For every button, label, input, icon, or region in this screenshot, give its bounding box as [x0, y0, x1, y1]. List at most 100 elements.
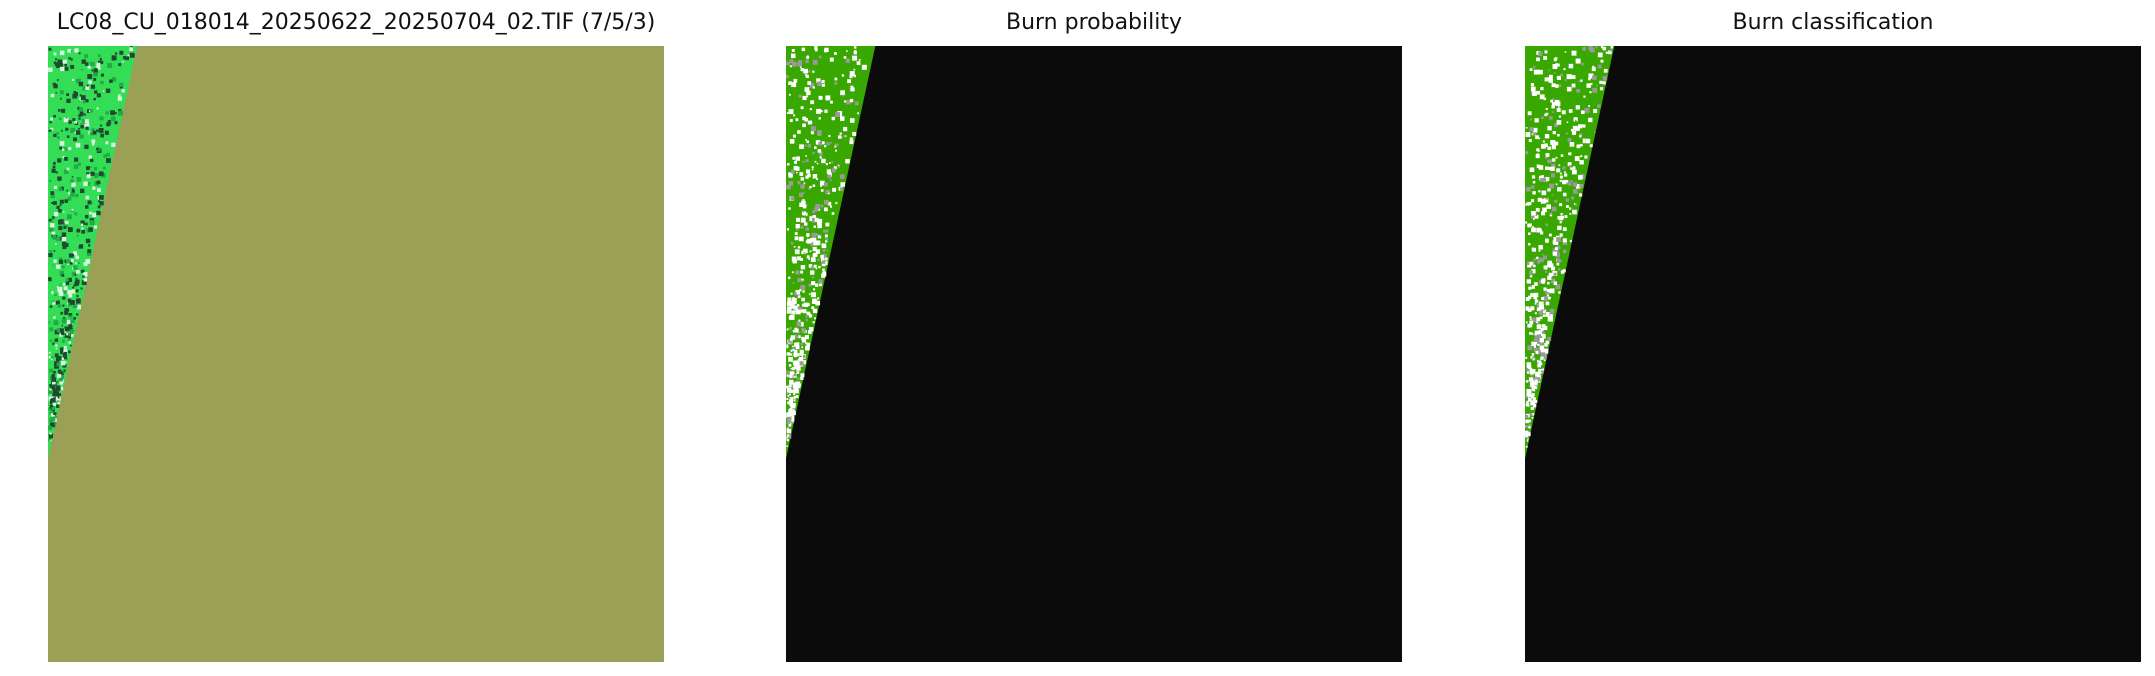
speckle — [68, 341, 72, 344]
speckle — [1543, 265, 1548, 270]
speckle — [53, 259, 57, 263]
speckle — [52, 384, 54, 386]
speckle — [828, 134, 831, 138]
speckle — [801, 328, 806, 333]
speckle — [53, 320, 59, 326]
speckle — [88, 110, 92, 113]
speckle — [63, 286, 68, 291]
speckle — [1574, 119, 1577, 122]
speckle — [1540, 352, 1546, 357]
speckle — [846, 50, 848, 52]
speckle — [814, 217, 819, 222]
speckle — [791, 310, 796, 315]
speckle — [1546, 294, 1549, 297]
speckle — [79, 94, 82, 96]
speckle — [51, 234, 53, 237]
speckle — [1528, 377, 1534, 382]
speckle — [48, 218, 52, 222]
speckle — [49, 438, 51, 441]
speckle — [788, 396, 790, 399]
speckle — [837, 164, 840, 167]
speckle — [1530, 185, 1535, 189]
speckle — [64, 243, 69, 248]
speckle — [1574, 156, 1580, 161]
speckle — [1556, 168, 1561, 173]
speckle — [801, 303, 805, 307]
speckle — [96, 180, 101, 185]
speckle — [792, 259, 795, 262]
speckle — [1530, 355, 1534, 359]
speckle — [66, 93, 70, 97]
speckle — [79, 134, 84, 139]
speckle — [821, 262, 826, 267]
speckle — [86, 109, 91, 114]
speckle — [1525, 419, 1529, 424]
speckle — [799, 66, 802, 69]
speckle — [90, 109, 94, 113]
speckle — [800, 342, 804, 346]
speckle — [804, 222, 808, 226]
speckle — [61, 236, 67, 242]
speckle — [805, 139, 807, 141]
speckle — [59, 386, 64, 391]
speckle — [55, 344, 58, 347]
speckle — [1564, 171, 1566, 173]
speckle — [1600, 59, 1604, 63]
speckle — [788, 364, 792, 367]
speckle — [1543, 287, 1547, 291]
speckle — [1551, 163, 1556, 168]
speckle — [809, 250, 812, 253]
speckle — [1532, 397, 1536, 401]
speckle — [85, 166, 90, 170]
speckle — [813, 240, 818, 246]
speckle — [96, 65, 101, 70]
speckle — [812, 276, 814, 279]
speckle — [75, 270, 80, 274]
speckle — [793, 396, 796, 399]
speckle — [1581, 110, 1585, 115]
speckle — [821, 79, 825, 84]
speckle — [820, 243, 822, 245]
speckle — [93, 77, 97, 81]
speckle — [788, 339, 792, 343]
speckle — [792, 281, 795, 284]
speckle — [49, 432, 52, 435]
speckle — [839, 174, 845, 179]
speckle — [1593, 131, 1596, 134]
speckle — [66, 98, 71, 104]
speckle — [55, 171, 58, 174]
speckle — [1525, 203, 1528, 206]
speckle — [56, 79, 59, 81]
speckle — [1589, 91, 1592, 94]
speckle — [125, 56, 129, 61]
speckle — [1542, 282, 1545, 284]
speckle — [57, 286, 63, 292]
speckle — [84, 62, 89, 66]
speckle — [800, 270, 804, 274]
speckle — [790, 301, 795, 305]
speckle — [1533, 338, 1538, 342]
speckle — [1550, 99, 1554, 103]
speckle — [1590, 82, 1593, 85]
speckle — [795, 217, 801, 222]
speckle — [812, 288, 816, 291]
speckle — [70, 179, 74, 183]
speckle — [787, 297, 792, 302]
speckle — [832, 187, 837, 192]
speckle — [814, 207, 819, 212]
speckle — [796, 171, 798, 174]
speckle — [1575, 58, 1581, 64]
speckle — [63, 351, 67, 356]
speckle — [1525, 430, 1528, 433]
speckle — [793, 373, 797, 377]
speckle — [58, 219, 64, 225]
speckle — [1525, 380, 1529, 383]
speckle — [1525, 435, 1529, 439]
speckle — [808, 264, 813, 268]
speckle — [797, 246, 801, 249]
speckle — [1579, 183, 1584, 188]
speckle — [1526, 362, 1532, 367]
speckle — [1533, 295, 1537, 300]
speckle — [61, 324, 63, 327]
speckle — [810, 237, 815, 243]
